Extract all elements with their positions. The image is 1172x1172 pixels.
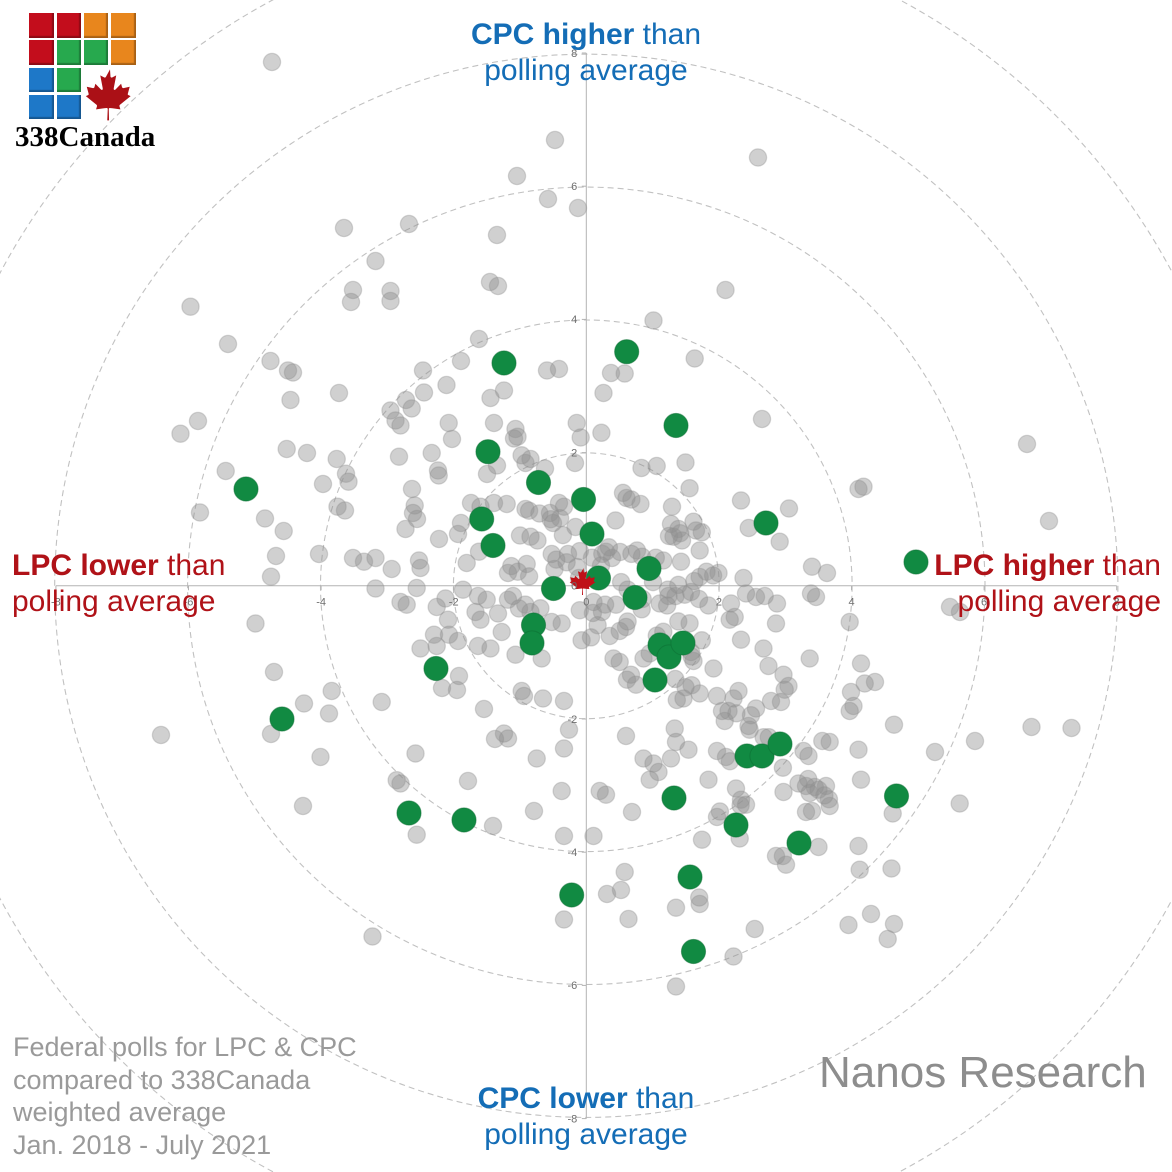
svg-text:8: 8 <box>571 48 577 60</box>
svg-text:-8: -8 <box>568 1113 578 1125</box>
svg-text:6: 6 <box>981 596 987 608</box>
svg-text:4: 4 <box>848 596 854 608</box>
svg-text:-4: -4 <box>316 596 326 608</box>
svg-text:0: 0 <box>571 581 577 593</box>
svg-text:-2: -2 <box>449 596 459 608</box>
svg-text:-2: -2 <box>568 714 578 726</box>
svg-text:4: 4 <box>571 314 577 326</box>
svg-text:6: 6 <box>571 181 577 193</box>
svg-text:-6: -6 <box>568 980 578 992</box>
svg-text:2: 2 <box>571 447 577 459</box>
svg-text:-4: -4 <box>568 847 578 859</box>
svg-text:8: 8 <box>1114 596 1120 608</box>
svg-text:0: 0 <box>583 596 589 608</box>
svg-text:-6: -6 <box>184 596 194 608</box>
svg-text:2: 2 <box>716 596 722 608</box>
svg-text:-8: -8 <box>51 596 61 608</box>
